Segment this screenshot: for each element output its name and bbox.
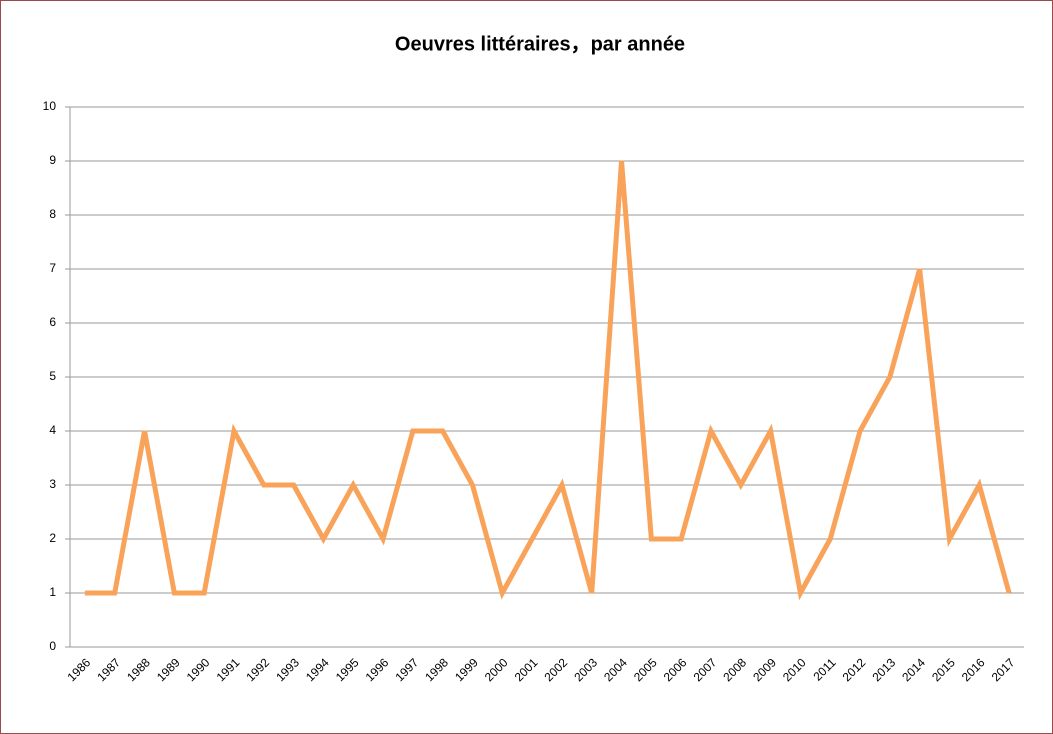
chart-title: Oeuvres littéraires，par année — [395, 33, 685, 55]
y-tick-label: 1 — [49, 585, 56, 599]
y-tick-label: 6 — [49, 315, 56, 329]
data-line — [84, 160, 1012, 601]
y-tick-label: 8 — [49, 207, 56, 221]
y-tick-label: 3 — [49, 477, 56, 491]
y-tick-label: 9 — [49, 153, 56, 167]
y-tick-label: 7 — [49, 261, 56, 275]
y-tick-label: 2 — [49, 531, 56, 545]
y-tick-label: 10 — [43, 99, 57, 113]
y-tick-label: 4 — [49, 423, 56, 437]
y-tick-label: 0 — [49, 639, 56, 653]
y-tick-label: 5 — [49, 369, 56, 383]
